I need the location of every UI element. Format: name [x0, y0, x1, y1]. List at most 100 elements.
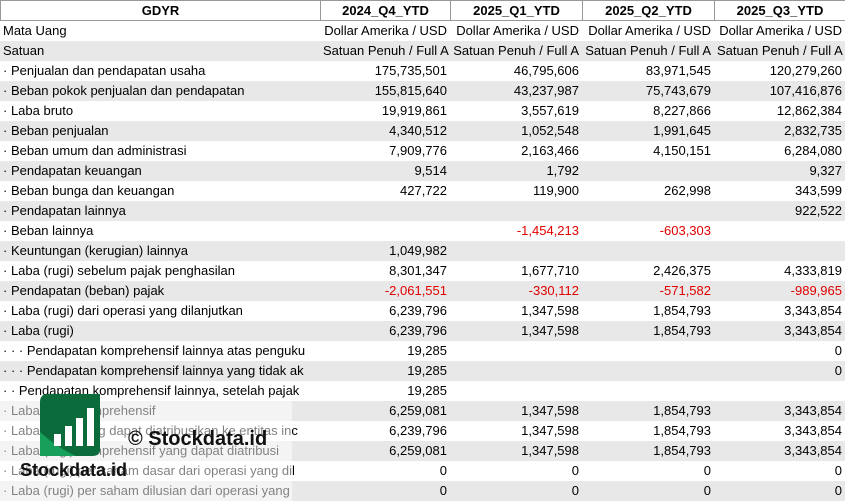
- row-band: [0, 361, 845, 381]
- cell-value: 12,862,384: [776, 103, 842, 118]
- cell-value: 83,971,545: [645, 63, 711, 78]
- cell-value: 0: [703, 483, 711, 498]
- row-label: · Pendapatan lainnya: [3, 203, 126, 218]
- row-band: [0, 81, 845, 101]
- cell-value: 1,677,710: [521, 263, 579, 278]
- cell-value: 19,919,861: [381, 103, 447, 118]
- cell-value: 2,163,466: [521, 143, 579, 158]
- cell-value: Dollar Amerika / USD: [588, 23, 711, 38]
- row-label: · Beban bunga dan keuangan: [3, 183, 175, 198]
- cell-value: 0: [834, 463, 842, 478]
- cell-value: 8,301,347: [389, 263, 447, 278]
- cell-value: 4,150,151: [653, 143, 711, 158]
- cell-value: 1,854,793: [653, 303, 711, 318]
- cell-value: -2,061,551: [384, 283, 447, 298]
- watermark-logo-text: Stockdata.id: [20, 460, 128, 480]
- cell-value: 3,343,854: [784, 403, 842, 418]
- row-label: · Keuntungan (kerugian) lainnya: [3, 243, 189, 258]
- row-band: [0, 41, 845, 61]
- cell-value: 2,426,375: [653, 263, 711, 278]
- cell-value: Satuan Penuh / Full A: [323, 43, 449, 58]
- cell-value: 1,347,598: [521, 303, 579, 318]
- row-label: · Pendapatan (beban) pajak: [3, 283, 165, 298]
- row-label: · Penjualan dan pendapatan usaha: [3, 63, 206, 78]
- row-band: [0, 281, 845, 301]
- cell-value: -1,454,213: [516, 223, 579, 238]
- cell-value: 75,743,679: [645, 83, 711, 98]
- row-band: [0, 241, 845, 261]
- cell-value: 0: [834, 483, 842, 498]
- cell-value: 3,343,854: [784, 423, 842, 438]
- row-label: · Laba (rugi): [3, 323, 74, 338]
- cell-value: 155,815,640: [374, 83, 447, 98]
- cell-value: 2,832,735: [784, 123, 842, 138]
- row-label: · Beban pokok penjualan dan pendapatan: [3, 83, 245, 98]
- column-header: 2025_Q1_YTD: [450, 0, 583, 21]
- cell-value: 9,514: [414, 163, 447, 178]
- cell-value: 119,900: [532, 183, 579, 198]
- row-label: · Pendapatan keuangan: [3, 163, 142, 178]
- row-label: · Beban umum dan administrasi: [3, 143, 187, 158]
- row-label: Mata Uang: [3, 23, 67, 38]
- cell-value: 4,333,819: [784, 263, 842, 278]
- cell-value: 6,259,081: [389, 403, 447, 418]
- cell-value: 0: [571, 483, 579, 498]
- cell-value: 0: [439, 483, 447, 498]
- row-label: · Beban lainnya: [3, 223, 94, 238]
- watermark-logo: [40, 394, 100, 456]
- cell-value: 19,285: [407, 363, 447, 378]
- row-label: · Laba (rugi) sebelum pajak penghasilan: [3, 263, 235, 278]
- cell-value: 1,854,793: [653, 323, 711, 338]
- cell-value: 0: [834, 363, 842, 378]
- cell-value: Dollar Amerika / USD: [719, 23, 842, 38]
- cell-value: 0: [834, 343, 842, 358]
- cell-value: -989,965: [790, 283, 842, 298]
- cell-value: Satuan Penuh / Full A: [453, 43, 579, 58]
- row-label: · · · Pendapatan komprehensif lainnya ya…: [3, 363, 304, 378]
- cell-value: 1,049,982: [389, 243, 447, 258]
- cell-value: 1,347,598: [521, 443, 579, 458]
- cell-value: 6,239,796: [389, 323, 447, 338]
- row-band: [0, 161, 845, 181]
- cell-value: 3,343,854: [784, 303, 842, 318]
- watermark-text: © Stockdata.id: [128, 428, 268, 450]
- row-band: [0, 321, 845, 341]
- row-label: · Laba bruto: [3, 103, 74, 118]
- row-band: [0, 201, 845, 221]
- cell-value: 120,279,260: [769, 63, 842, 78]
- row-band: [0, 121, 845, 141]
- cell-value: 43,237,987: [513, 83, 579, 98]
- row-label: · · · Pendapatan komprehensif lainnya at…: [3, 343, 306, 358]
- cell-value: 4,340,512: [389, 123, 447, 138]
- cell-value: 3,557,619: [521, 103, 579, 118]
- cell-value: Dollar Amerika / USD: [456, 23, 579, 38]
- cell-value: Dollar Amerika / USD: [324, 23, 447, 38]
- cell-value: 8,227,866: [653, 103, 711, 118]
- cell-value: 19,285: [407, 343, 447, 358]
- cell-value: 0: [439, 463, 447, 478]
- cell-value: 6,284,080: [784, 143, 842, 158]
- row-label: Satuan: [3, 43, 45, 58]
- cell-value: 427,722: [400, 183, 447, 198]
- cell-value: 3,343,854: [784, 443, 842, 458]
- cell-value: 175,735,501: [374, 63, 447, 78]
- cell-value: 1,991,645: [653, 123, 711, 138]
- cell-value: -330,112: [528, 283, 579, 298]
- cell-value: 1,347,598: [521, 423, 579, 438]
- cell-value: 1,792: [546, 163, 579, 178]
- cell-value: 1,347,598: [521, 403, 579, 418]
- row-label: · Beban penjualan: [3, 123, 109, 138]
- cell-value: 6,239,796: [389, 303, 447, 318]
- cell-value: 7,909,776: [389, 143, 447, 158]
- row-label: · Laba (rugi) dari operasi yang dilanjut…: [3, 303, 243, 318]
- cell-value: 46,795,606: [513, 63, 579, 78]
- cell-value: Satuan Penuh / Full A: [717, 43, 843, 58]
- cell-value: 922,522: [795, 203, 842, 218]
- cell-value: 262,998: [664, 183, 711, 198]
- cell-value: 343,599: [795, 183, 842, 198]
- cell-value: 19,285: [407, 383, 447, 398]
- cell-value: 0: [703, 463, 711, 478]
- column-header: 2025_Q2_YTD: [582, 0, 715, 21]
- cell-value: -571,582: [659, 283, 711, 298]
- cell-value: 0: [571, 463, 579, 478]
